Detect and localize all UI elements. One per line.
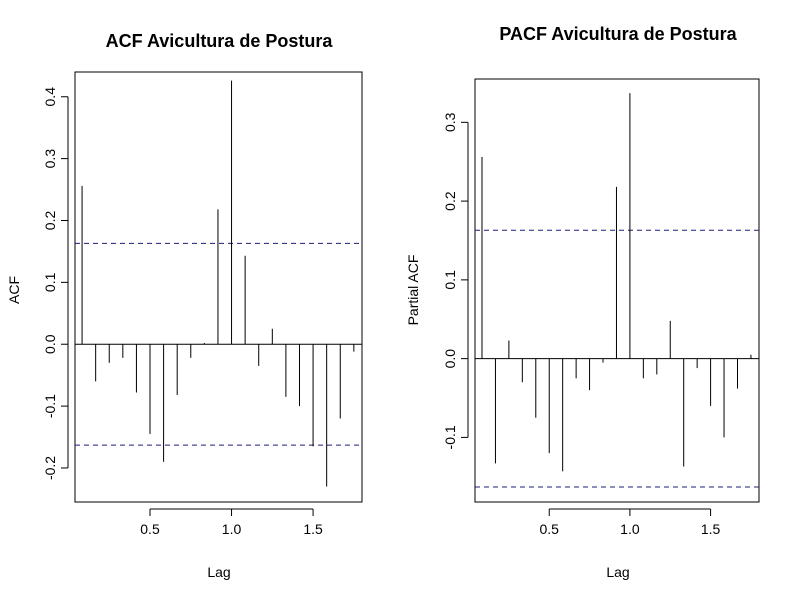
- acf-y-tick-label: -0.1: [42, 394, 58, 418]
- acf-x-tick-label: 1.5: [303, 521, 323, 537]
- acf-y-tick-label: 0.1: [42, 272, 58, 292]
- acf-y-tick-label: 0.3: [42, 149, 58, 169]
- pacf-y-tick-label: 0.1: [442, 270, 458, 290]
- acf-chart-title: ACF Avicultura de Postura: [106, 31, 334, 51]
- pacf-chart-title: PACF Avicultura de Postura: [499, 24, 737, 44]
- acf-y-tick-label: 0.4: [42, 87, 58, 107]
- pacf-y-tick-label: -0.1: [442, 425, 458, 449]
- pacf-x-axis-label: Lag: [606, 564, 629, 580]
- pacf-y-axis-label: Partial ACF: [405, 255, 421, 326]
- acf-x-axis-label: Lag: [207, 564, 230, 580]
- acf-y-tick-label: 0.2: [42, 211, 58, 231]
- pacf-x-tick-label: 1.0: [620, 521, 640, 537]
- pacf-x-tick-label: 0.5: [539, 521, 559, 537]
- pacf-y-tick-label: 0.3: [442, 112, 458, 132]
- acf-x-tick-label: 0.5: [140, 521, 160, 537]
- pacf-plot-frame: [474, 78, 760, 503]
- pacf-y-tick-label: 0.0: [442, 349, 458, 369]
- acf-y-tick-label: -0.2: [42, 456, 58, 480]
- acf-plot-frame: [74, 71, 363, 503]
- acf-y-tick-label: 0.0: [42, 334, 58, 354]
- pacf-y-tick-label: 0.2: [442, 191, 458, 211]
- acf-y-axis-label: ACF: [6, 276, 22, 304]
- pacf-panel: PACF Avicultura de Postura Lag Partial A…: [405, 24, 760, 580]
- pacf-x-tick-label: 1.5: [701, 521, 721, 537]
- acf-panel: ACF Avicultura de Postura Lag ACF -0.2 -0…: [6, 31, 363, 580]
- acf-x-tick-label: 1.0: [222, 521, 242, 537]
